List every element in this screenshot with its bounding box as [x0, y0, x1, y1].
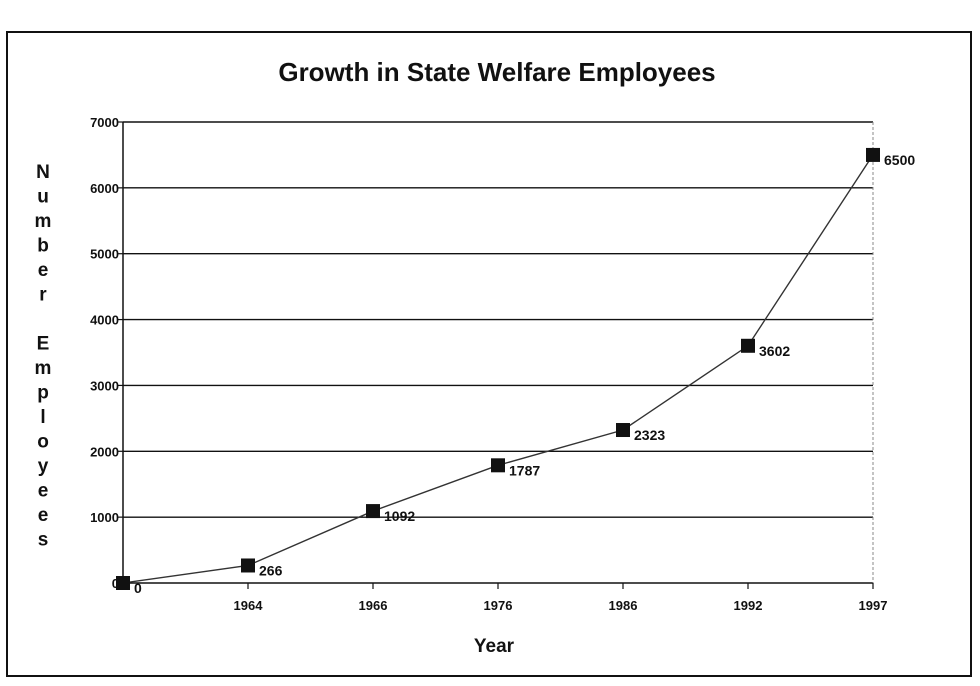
y-axis-label-letter: m — [35, 211, 52, 232]
y-tick-label-4000: 4000 — [90, 313, 119, 328]
data-label-0: 0 — [134, 580, 142, 596]
data-label-5: 3602 — [759, 343, 790, 359]
y-axis-label-letter: r — [39, 285, 47, 306]
x-tick-label-1964: 1964 — [234, 598, 264, 613]
y-tick-labels: 0 1000 2000 3000 4000 5000 6000 7000 — [90, 115, 119, 591]
chart-title: Growth in State Welfare Employees — [278, 57, 715, 87]
data-point-marker-3 — [491, 458, 505, 473]
data-point-marker-6 — [866, 147, 880, 162]
y-axis-label-letter: e — [38, 481, 49, 502]
y-tick-label-2000: 2000 — [90, 444, 119, 459]
y-tick-label-3000: 3000 — [90, 378, 119, 393]
y-axis-label-letter: N — [36, 162, 50, 183]
data-label-6: 6500 — [884, 152, 915, 168]
series-line — [122, 154, 874, 584]
y-axis-label-letter: p — [37, 383, 49, 404]
y-axis-label-letter: m — [35, 358, 52, 379]
data-point-marker-0 — [116, 576, 130, 590]
data-point-marker-4 — [616, 423, 630, 438]
axes — [118, 121, 874, 589]
series-polyline — [122, 154, 874, 584]
y-axis-label-letter: o — [37, 432, 49, 453]
x-tick-labels: 1964 1966 1976 1986 1992 1997 — [234, 598, 888, 613]
data-label-1: 266 — [259, 562, 283, 578]
y-axis-label-letter: e — [38, 505, 49, 526]
data-label-4: 2323 — [634, 427, 665, 443]
x-tick-label-1966: 1966 — [359, 598, 388, 613]
data-point-marker-2 — [366, 504, 380, 519]
data-point-marker-5 — [741, 338, 755, 353]
y-axis-label-letter: y — [38, 456, 49, 477]
data-labels: 0 266 1092 1787 2323 3602 6500 — [134, 152, 915, 596]
y-axis-label-letter: b — [37, 236, 49, 257]
y-axis-label-letter: l — [40, 407, 45, 428]
y-axis-label-letter: u — [37, 187, 49, 208]
data-point-marker-1 — [241, 558, 255, 573]
x-tick-label-1992: 1992 — [734, 598, 763, 613]
x-tick-label-1976: 1976 — [484, 598, 513, 613]
grid — [123, 121, 873, 518]
y-tick-label-7000: 7000 — [90, 115, 119, 130]
y-axis-label-letter: s — [38, 530, 49, 551]
x-axis-label: Year — [474, 636, 515, 657]
x-tick-label-1986: 1986 — [609, 598, 638, 613]
y-tick-label-0: 0 — [112, 576, 119, 591]
y-axis-label-letter: e — [38, 260, 49, 281]
y-tick-label-1000: 1000 — [90, 510, 119, 525]
data-label-3: 1787 — [509, 462, 540, 478]
series-markers — [116, 147, 880, 590]
data-label-2: 1092 — [384, 508, 415, 524]
x-tick-label-1997: 1997 — [859, 598, 888, 613]
y-tick-label-5000: 5000 — [90, 247, 119, 262]
y-tick-label-6000: 6000 — [90, 181, 119, 196]
chart-frame — [6, 31, 972, 677]
y-axis-label-letter: E — [37, 334, 50, 355]
